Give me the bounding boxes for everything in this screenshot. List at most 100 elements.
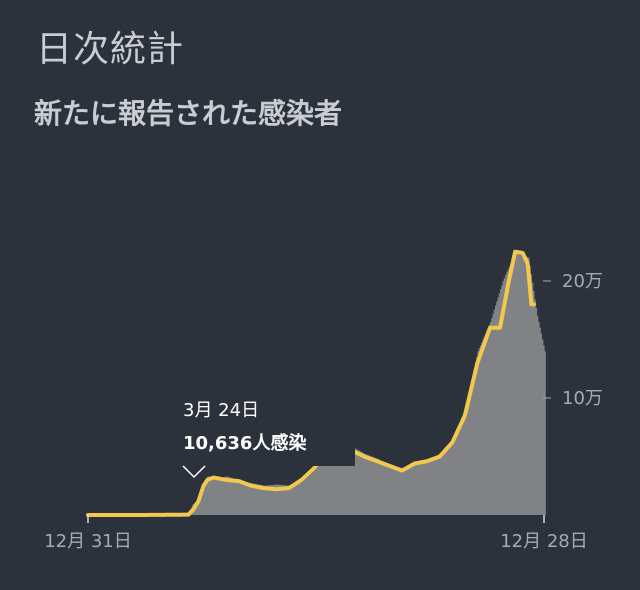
daily-bar bbox=[483, 336, 486, 515]
daily-bar bbox=[358, 450, 360, 515]
daily-bar bbox=[344, 439, 347, 515]
daily-bar bbox=[428, 459, 431, 515]
daily-bar bbox=[393, 466, 396, 515]
daily-bar bbox=[392, 466, 394, 515]
daily-bar bbox=[385, 463, 388, 515]
daily-bar bbox=[462, 415, 465, 515]
daily-bar bbox=[474, 362, 477, 515]
daily-bar bbox=[457, 427, 460, 515]
daily-bar bbox=[405, 466, 408, 515]
daily-bar bbox=[365, 454, 368, 515]
daily-bar bbox=[283, 485, 286, 515]
daily-bar bbox=[492, 313, 495, 515]
daily-bar bbox=[489, 321, 492, 515]
daily-bar bbox=[297, 483, 300, 515]
daily-bar bbox=[420, 461, 423, 515]
daily-bar bbox=[402, 468, 404, 515]
daily-bar bbox=[346, 440, 349, 515]
daily-bar bbox=[316, 466, 319, 515]
daily-bar bbox=[299, 482, 301, 515]
daily-bar bbox=[268, 485, 271, 515]
daily-bar bbox=[473, 368, 476, 515]
daily-bar bbox=[262, 485, 265, 515]
daily-bar bbox=[325, 452, 328, 515]
daily-bar bbox=[371, 456, 374, 515]
daily-bar bbox=[286, 485, 289, 515]
daily-bar bbox=[369, 456, 372, 515]
daily-bar bbox=[213, 479, 216, 515]
daily-bar bbox=[376, 458, 379, 515]
daily-bar bbox=[206, 480, 208, 515]
daily-bar bbox=[508, 266, 511, 516]
daily-bar bbox=[238, 481, 241, 515]
daily-bar bbox=[341, 440, 344, 515]
daily-bar bbox=[301, 482, 304, 515]
daily-bar bbox=[505, 275, 507, 515]
daily-bar bbox=[361, 452, 364, 515]
chart-subtitle: 新たに報告された感染者 bbox=[34, 97, 343, 130]
daily-bar bbox=[261, 485, 264, 515]
daily-bar bbox=[270, 485, 273, 515]
daily-bar bbox=[526, 257, 529, 515]
daily-bar bbox=[535, 307, 538, 515]
daily-bar bbox=[288, 485, 291, 515]
daily-bar bbox=[311, 472, 314, 515]
daily-bar bbox=[447, 445, 450, 515]
daily-bar bbox=[332, 446, 335, 515]
daily-bar bbox=[306, 477, 309, 515]
daily-bar bbox=[245, 482, 247, 515]
daily-bar bbox=[251, 483, 254, 515]
daily-bar bbox=[511, 260, 514, 515]
daily-bar bbox=[525, 256, 528, 515]
daily-bar bbox=[493, 309, 496, 515]
daily-bar bbox=[466, 403, 468, 515]
daily-bar bbox=[423, 460, 426, 515]
daily-bar bbox=[503, 278, 506, 515]
daily-bar bbox=[541, 339, 544, 515]
daily-bar bbox=[336, 443, 339, 515]
daily-bar bbox=[364, 454, 367, 515]
daily-bar bbox=[368, 455, 370, 515]
daily-bar bbox=[221, 477, 224, 515]
daily-bar bbox=[429, 458, 432, 515]
daily-bar bbox=[479, 345, 482, 515]
daily-bar bbox=[507, 269, 510, 515]
daily-bar bbox=[379, 460, 382, 515]
daily-bar bbox=[389, 465, 392, 515]
x-tick-label: 12月 31日 bbox=[44, 531, 132, 552]
daily-bar bbox=[356, 449, 359, 515]
daily-bar bbox=[217, 478, 220, 515]
daily-bar bbox=[354, 448, 357, 515]
daily-bar bbox=[199, 498, 202, 515]
daily-bar bbox=[324, 454, 327, 515]
daily-bar bbox=[267, 485, 270, 515]
daily-bar bbox=[517, 252, 520, 516]
daily-bar bbox=[540, 333, 543, 515]
daily-bar bbox=[498, 293, 501, 515]
daily-bar bbox=[439, 454, 442, 515]
daily-bar bbox=[412, 463, 414, 515]
daily-bar bbox=[415, 462, 418, 515]
daily-bar bbox=[242, 481, 245, 515]
daily-bar bbox=[438, 454, 441, 515]
daily-bar bbox=[417, 461, 419, 515]
daily-bar bbox=[219, 478, 222, 515]
daily-bar bbox=[307, 476, 310, 515]
daily-bar bbox=[355, 449, 358, 515]
daily-bar bbox=[478, 348, 481, 515]
daily-bar bbox=[384, 463, 387, 515]
daily-bar bbox=[271, 485, 274, 515]
daily-bar bbox=[275, 484, 278, 515]
daily-bar bbox=[197, 500, 200, 515]
daily-bar bbox=[304, 479, 306, 515]
daily-bar bbox=[424, 460, 427, 515]
daily-bar bbox=[334, 445, 337, 515]
daily-bar bbox=[310, 474, 313, 515]
daily-bar bbox=[216, 479, 218, 515]
daily-bar bbox=[253, 483, 256, 515]
daily-bar bbox=[250, 483, 252, 515]
daily-bar bbox=[321, 458, 324, 515]
daily-bar bbox=[280, 484, 283, 515]
daily-bar bbox=[433, 457, 436, 515]
daily-bar bbox=[265, 485, 267, 515]
